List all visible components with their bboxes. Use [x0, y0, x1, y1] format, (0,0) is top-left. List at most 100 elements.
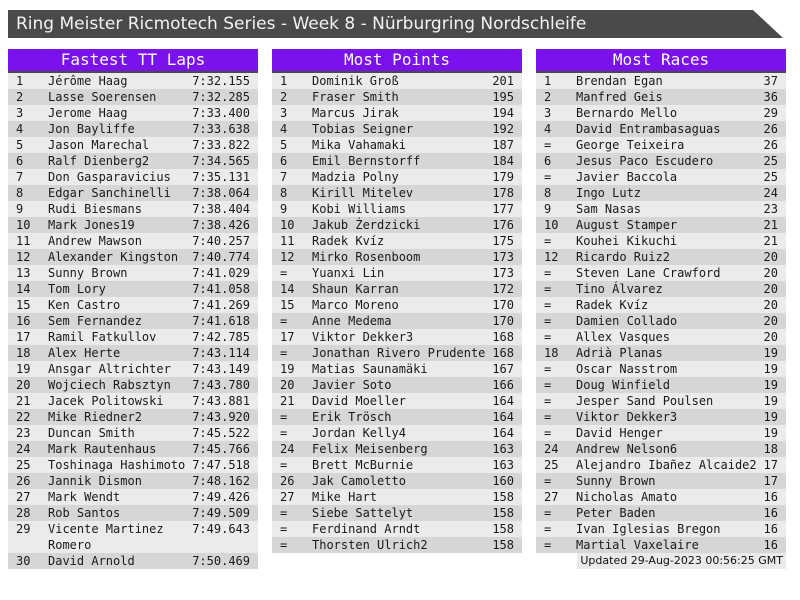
rank-cell: 24	[280, 442, 295, 456]
driver-name-cell: Brendan Egan	[576, 74, 663, 88]
value-cell: 158	[492, 506, 514, 520]
value-cell: 179	[492, 170, 514, 184]
value-cell: 7:33.638	[192, 122, 250, 136]
driver-name-cell: Erik Trösch	[312, 410, 392, 424]
value-cell: 164	[492, 410, 514, 424]
value-cell: 163	[492, 458, 514, 472]
value-cell: 26	[763, 138, 778, 152]
rank-cell: 25	[16, 458, 31, 472]
value-cell: 19	[763, 426, 778, 440]
table-row: 20 Javier Soto 166	[272, 377, 522, 393]
table-row: 16 Sem Fernandez 7:41.618	[8, 313, 258, 329]
table-row: = Brett McBurnie 163	[272, 457, 522, 473]
value-cell: 17	[763, 474, 778, 488]
table-row: 1 Brendan Egan 37	[536, 73, 786, 89]
driver-name-cell: Madzia Polny	[312, 170, 399, 184]
table-row: 28 Rob Santos 7:49.509	[8, 505, 258, 521]
table-row: 19 Matias Saunamäki 167	[272, 361, 522, 377]
value-cell: 20	[763, 298, 778, 312]
table-row: 2 Manfred Geis 36	[536, 89, 786, 105]
table-row: 17 Ramil Fatkullov 7:42.785	[8, 329, 258, 345]
driver-name-cell: Mark Wendt	[48, 490, 121, 504]
table-row: 13 Sunny Brown 7:41.029	[8, 265, 258, 281]
board-title-most-races: Most Races	[536, 49, 786, 73]
table-row: 19 Ansgar Altrichter 7:43.149	[8, 361, 258, 377]
value-cell: 16	[763, 490, 778, 504]
value-cell: 25	[763, 154, 778, 168]
value-cell: 7:43.114	[192, 346, 250, 360]
value-cell: 29	[763, 106, 778, 120]
rank-cell: 15	[280, 298, 295, 312]
rank-cell: =	[544, 474, 552, 488]
table-row: 12 Ricardo Ruiz2 20	[536, 249, 786, 265]
driver-name-cell: George Teixeira	[576, 138, 685, 152]
rank-cell: 5	[280, 138, 288, 152]
rank-cell: 20	[280, 378, 295, 392]
driver-name-cell: Alejandro Ibañez Alcaide2	[576, 458, 757, 472]
driver-name-cell: Viktor Dekker3	[576, 410, 678, 424]
value-cell: 20	[763, 266, 778, 280]
rank-cell: =	[544, 378, 552, 392]
rank-cell: 1	[280, 74, 288, 88]
value-cell: 170	[492, 298, 514, 312]
driver-name-cell: Matias Saunamäki	[312, 362, 428, 376]
table-row: = Erik Trösch 164	[272, 409, 522, 425]
table-row: 17 Viktor Dekker3 168	[272, 329, 522, 345]
value-cell: 158	[492, 538, 514, 552]
rank-cell: =	[544, 330, 552, 344]
rank-cell: =	[544, 298, 552, 312]
value-cell: 194	[492, 106, 514, 120]
value-cell: 172	[492, 282, 514, 296]
driver-name-cell: Jason Marechal	[48, 138, 150, 152]
value-cell: 176	[492, 218, 514, 232]
driver-name-cell: Oscar Nasstrom	[576, 362, 678, 376]
rank-cell: 10	[16, 218, 31, 232]
driver-name-cell: Emil Bernstorff	[312, 154, 421, 168]
rank-cell: 12	[544, 250, 559, 264]
value-cell: 7:48.162	[192, 474, 250, 488]
driver-name-cell: Andrew Nelson6	[576, 442, 678, 456]
table-row: 10 Jakub Żerdzicki 176	[272, 217, 522, 233]
table-row: = Allex Vasques 20	[536, 329, 786, 345]
value-cell: 7:41.029	[192, 266, 250, 280]
value-cell: 18	[763, 442, 778, 456]
rank-cell: 12	[280, 250, 295, 264]
rank-cell: 9	[16, 202, 24, 216]
table-row: 27 Mark Wendt 7:49.426	[8, 489, 258, 505]
table-row: = Doug Winfield 19	[536, 377, 786, 393]
value-cell: 20	[763, 282, 778, 296]
rank-cell: 3	[16, 106, 24, 120]
value-cell: 37	[763, 74, 778, 88]
driver-name-cell: Tom Lory	[48, 282, 106, 296]
driver-name-cell: Ansgar Altrichter	[48, 362, 171, 376]
table-row: 18 Alex Herte 7:43.114	[8, 345, 258, 361]
rank-cell: 2	[280, 90, 288, 104]
value-cell: 168	[492, 330, 514, 344]
rank-cell: 4	[544, 122, 552, 136]
value-cell: 184	[492, 154, 514, 168]
table-row: = Radek Kvíz 20	[536, 297, 786, 313]
driver-name-cell: Jordan Kelly4	[312, 426, 406, 440]
table-row: 1 Jérôme Haag 7:32.155	[8, 73, 258, 89]
table-row: 25 Alejandro Ibañez Alcaide2 17	[536, 457, 786, 473]
value-cell: 175	[492, 234, 514, 248]
value-cell: 19	[763, 378, 778, 392]
table-row: 6 Emil Bernstorff 184	[272, 153, 522, 169]
driver-name-cell: Mike Riedner2	[48, 410, 142, 424]
table-row: 7 Don Gasparavicius 7:35.131	[8, 169, 258, 185]
value-cell: 20	[763, 314, 778, 328]
table-row: 8 Edgar Sanchinelli 7:38.064	[8, 185, 258, 201]
driver-name-cell: Radek Kvíz	[576, 298, 649, 312]
rank-cell: 19	[280, 362, 295, 376]
rank-cell: 4	[16, 122, 24, 136]
value-cell: 7:43.881	[192, 394, 250, 408]
rank-cell: 15	[16, 298, 31, 312]
rank-cell: 17	[280, 330, 295, 344]
table-row: 2 Fraser Smith 195	[272, 89, 522, 105]
rank-cell: =	[544, 426, 552, 440]
driver-name-cell: Jerome Haag	[48, 106, 128, 120]
driver-name-cell: Andrew Mawson	[48, 234, 142, 248]
value-cell: 7:45.766	[192, 442, 250, 456]
table-row: = Jesper Sand Poulsen 19	[536, 393, 786, 409]
value-cell: 7:49.509	[192, 506, 250, 520]
